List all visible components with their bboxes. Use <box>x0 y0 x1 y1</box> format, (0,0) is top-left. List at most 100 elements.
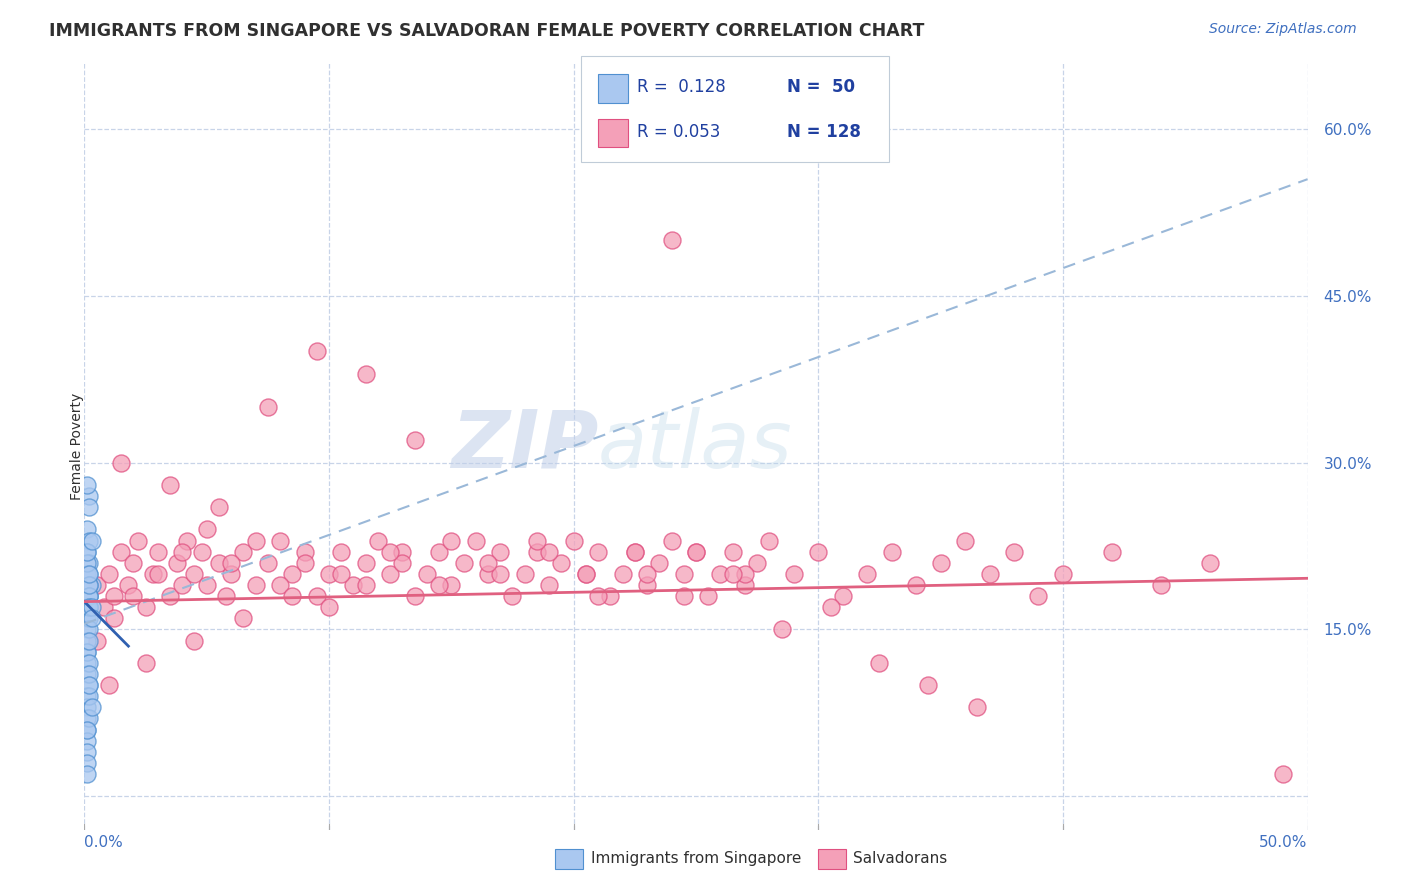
Point <box>636 578 658 592</box>
Point <box>176 533 198 548</box>
Point <box>380 566 402 581</box>
Point <box>215 589 238 603</box>
Point <box>191 544 214 558</box>
Point <box>416 566 439 581</box>
Point <box>1052 566 1074 581</box>
Point <box>76 733 98 747</box>
Point <box>1150 578 1173 592</box>
Point <box>404 434 426 448</box>
Point <box>294 556 316 570</box>
Point <box>721 566 744 581</box>
Point <box>599 589 621 603</box>
Point <box>489 544 512 558</box>
Point <box>526 544 548 558</box>
Text: N = 128: N = 128 <box>787 123 862 141</box>
Point <box>76 556 98 570</box>
Point <box>86 633 108 648</box>
Point <box>76 478 98 492</box>
Point <box>103 589 125 603</box>
Point <box>869 656 891 670</box>
Point <box>245 578 267 592</box>
Point <box>807 544 830 558</box>
Point <box>146 544 169 558</box>
Point <box>330 566 353 581</box>
Point <box>127 533 149 548</box>
Point <box>80 578 103 592</box>
Point <box>77 600 100 615</box>
Point <box>166 556 188 570</box>
Point <box>76 566 98 581</box>
Point <box>477 556 499 570</box>
Point <box>76 767 98 781</box>
Point <box>929 556 952 570</box>
Point <box>734 578 756 592</box>
Point <box>721 544 744 558</box>
Point <box>183 633 205 648</box>
Point <box>103 611 125 625</box>
Point <box>80 611 103 625</box>
Point <box>305 589 328 603</box>
Point <box>391 556 413 570</box>
Point <box>342 578 364 592</box>
Point <box>526 533 548 548</box>
Text: 0.0%: 0.0% <box>84 835 124 850</box>
Point <box>159 478 181 492</box>
Point <box>110 544 132 558</box>
Point <box>77 566 100 581</box>
Point <box>97 566 120 581</box>
Point <box>76 711 98 725</box>
Point <box>195 522 218 536</box>
Point <box>672 589 695 603</box>
Text: 50.0%: 50.0% <box>1260 835 1308 850</box>
Point <box>97 678 120 692</box>
Text: R =  0.128: R = 0.128 <box>637 78 725 96</box>
Point <box>76 544 98 558</box>
Point <box>76 611 98 625</box>
Point <box>661 233 683 247</box>
Point <box>146 566 169 581</box>
Point <box>440 533 463 548</box>
Point <box>966 700 988 714</box>
Point <box>562 533 585 548</box>
Point <box>477 566 499 581</box>
Point <box>77 589 100 603</box>
Point <box>208 556 231 570</box>
Point <box>305 344 328 359</box>
Text: Immigrants from Singapore: Immigrants from Singapore <box>591 852 801 866</box>
Point <box>76 656 98 670</box>
Point <box>831 589 853 603</box>
Point <box>880 544 903 558</box>
Point <box>624 544 647 558</box>
Point <box>76 700 98 714</box>
Point <box>77 500 100 515</box>
Point <box>770 623 793 637</box>
Point <box>783 566 806 581</box>
Point <box>917 678 939 692</box>
Point <box>77 600 100 615</box>
Point <box>440 578 463 592</box>
Point <box>195 578 218 592</box>
Y-axis label: Female Poverty: Female Poverty <box>70 392 84 500</box>
Point <box>80 600 103 615</box>
Point <box>391 544 413 558</box>
Point <box>208 500 231 515</box>
Point <box>77 656 100 670</box>
Point <box>77 489 100 503</box>
Point <box>77 578 100 592</box>
Point <box>685 544 707 558</box>
Text: ZIP: ZIP <box>451 407 598 485</box>
Point <box>93 600 115 615</box>
Point <box>380 544 402 558</box>
Point <box>257 556 280 570</box>
Text: Salvadorans: Salvadorans <box>853 852 948 866</box>
Point <box>354 578 377 592</box>
Point <box>159 589 181 603</box>
Point <box>142 566 165 581</box>
Point <box>80 533 103 548</box>
Point <box>294 544 316 558</box>
Point <box>427 544 450 558</box>
Point <box>76 633 98 648</box>
Point <box>76 723 98 737</box>
Point <box>77 566 100 581</box>
Point <box>427 578 450 592</box>
